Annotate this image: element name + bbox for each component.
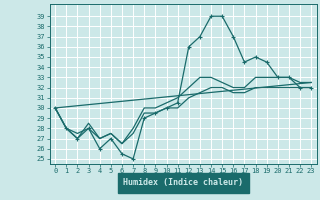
X-axis label: Humidex (Indice chaleur): Humidex (Indice chaleur) <box>123 178 243 187</box>
